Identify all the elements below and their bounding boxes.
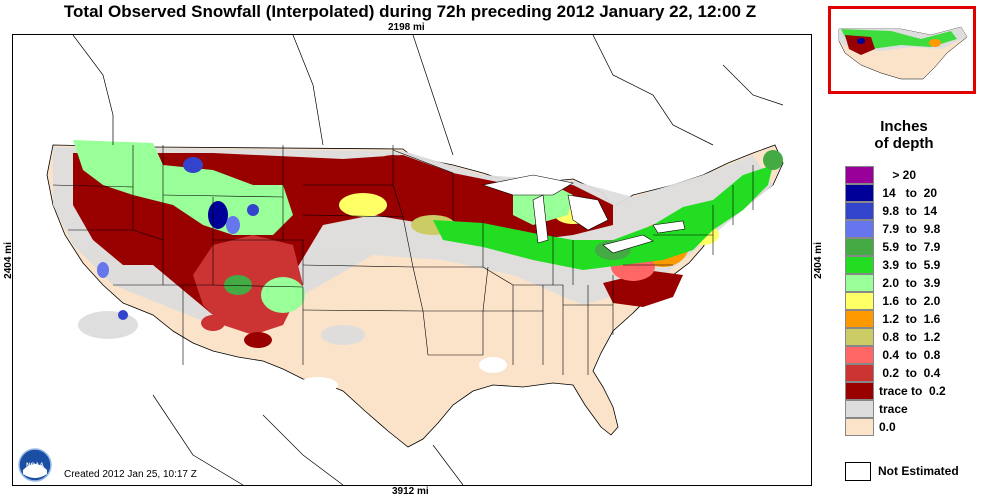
overview-inset-map[interactable] [828,6,976,94]
legend-label: 5.9 to 7.9 [879,240,941,254]
legend-item: 14 to 20 [845,184,975,202]
legend-label: trace to 0.2 [879,384,946,398]
legend-swatch [845,364,874,382]
legend-swatch [845,166,874,184]
legend-label: 0.8 to 1.2 [879,330,941,344]
inset-map-canvas [831,9,973,91]
great-lakes [481,174,686,254]
legend-item: 9.8 to 14 [845,202,975,220]
right-dimension-label: 2404 mi [812,242,824,279]
noaa-logo-text: NOAA [26,463,44,469]
map-title: Total Observed Snowfall (Interpolated) d… [63,2,757,21]
legend-item: 2.0 to 3.9 [845,274,975,292]
legend-label: 7.9 to 9.8 [879,222,941,236]
legend-swatch [845,220,874,238]
legend-item: 0.8 to 1.2 [845,328,975,346]
heavy-snow-areas [73,140,783,313]
created-timestamp: Created 2012 Jan 25, 10:17 Z [64,469,197,480]
legend-swatch [845,292,874,310]
legend-swatch [845,346,874,364]
map-canvas [13,35,811,485]
legend-label: 0.2 to 0.4 [879,366,941,380]
legend-swatch [845,310,874,328]
legend-item: 0.2 to 0.4 [845,364,975,382]
legend-item: trace to 0.2 [845,382,975,400]
legend-swatch [845,274,874,292]
legend-swatch [845,238,874,256]
legend-item: 0.4 to 0.8 [845,346,975,364]
legend-label: 1.6 to 2.0 [879,294,941,308]
legend-label: > 20 [879,168,917,182]
noaa-logo: NOAA [18,448,52,482]
bottom-dimension-label: 3912 mi [392,486,429,497]
legend-swatch [845,328,874,346]
legend-swatch [845,462,871,481]
legend-item: trace [845,400,975,418]
legend-item: 3.9 to 5.9 [845,256,975,274]
state-boundaries [52,145,754,375]
legend-item: 0.0 [845,418,975,436]
legend-title-line1: Inches [880,118,928,135]
legend-swatch [845,256,874,274]
international-boundaries [72,35,784,485]
legend-item: 1.6 to 2.0 [845,292,975,310]
legend-label: 1.2 to 1.6 [879,312,941,326]
legend-swatch [845,184,874,202]
legend-not-estimated: Not Estimated [845,462,975,482]
legend-item: 1.2 to 1.6 [845,310,975,328]
legend-item: > 20 [845,166,975,184]
not-estimated-areas [63,267,507,393]
legend-swatch [845,400,874,418]
legend-title: Inches of depth [840,118,968,152]
legend-label: trace [879,402,908,416]
legend-title-line2: of depth [874,135,934,152]
legend-label: 9.8 to 14 [879,204,938,218]
legend-swatch [845,418,874,436]
top-dimension-label: 2198 mi [388,22,425,33]
legend-item: 7.9 to 9.8 [845,220,975,238]
legend-label: 2.0 to 3.9 [879,276,941,290]
legend-label: 14 to 20 [879,186,938,200]
legend-label: Not Estimated [878,464,959,478]
legend-item: 5.9 to 7.9 [845,238,975,256]
snowfall-map[interactable] [12,34,812,486]
legend-label: 3.9 to 5.9 [879,258,941,272]
legend-label: 0.4 to 0.8 [879,348,941,362]
legend-label: 0.0 [879,420,896,434]
legend-swatch [845,202,874,220]
legend-swatch [845,382,874,400]
